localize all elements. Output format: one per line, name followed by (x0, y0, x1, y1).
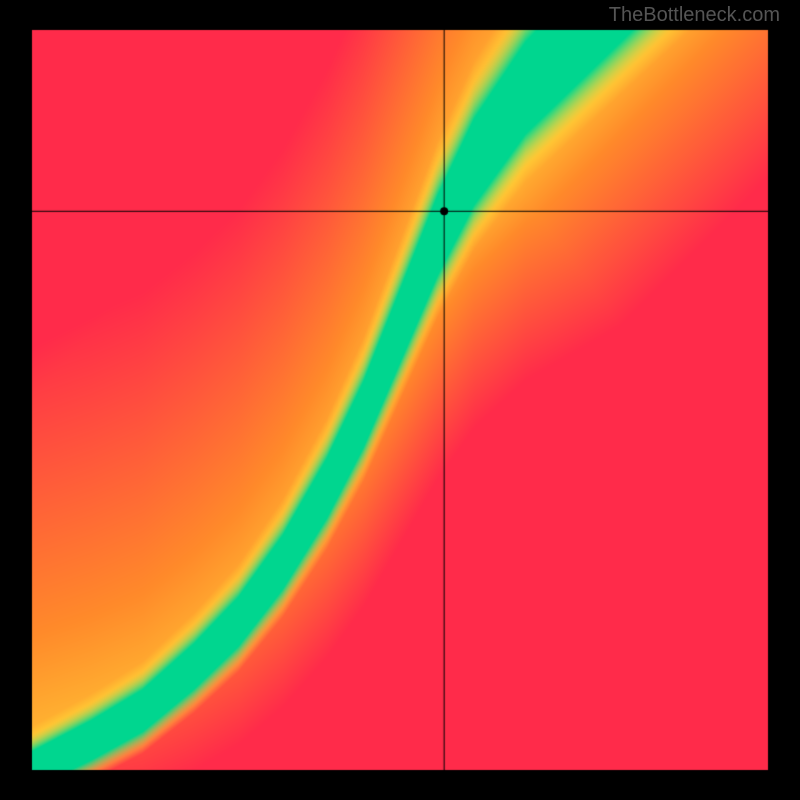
chart-container: TheBottleneck.com (0, 0, 800, 800)
heatmap-canvas (0, 0, 800, 800)
watermark-text: TheBottleneck.com (609, 4, 780, 27)
